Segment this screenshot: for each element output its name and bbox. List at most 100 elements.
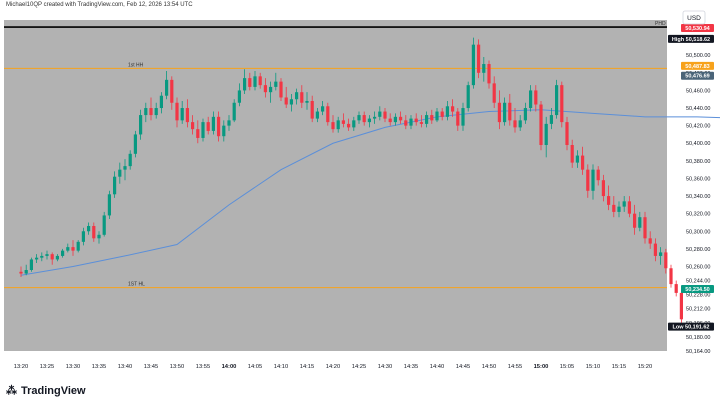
price-tick-label: 50,440.00 — [686, 106, 710, 112]
candle-body — [471, 44, 475, 86]
candle-body — [321, 106, 325, 112]
time-tick-label: 15:05 — [560, 364, 575, 370]
candle-body — [596, 169, 600, 181]
candle — [451, 99, 455, 117]
moving-average — [20, 109, 720, 276]
candle — [206, 116, 210, 135]
candle — [253, 71, 257, 91]
candle — [477, 39, 481, 79]
candle — [461, 102, 465, 131]
candle-body — [180, 108, 184, 121]
candle-body — [263, 85, 267, 93]
candle — [35, 254, 39, 263]
candle-body — [92, 225, 96, 239]
price-tick-label: 50,360.00 — [686, 176, 710, 182]
candle — [399, 111, 403, 124]
candle-body — [549, 115, 553, 124]
candle — [113, 171, 117, 198]
candle-body — [451, 106, 455, 112]
candle — [627, 196, 631, 218]
candle-body — [347, 123, 351, 128]
horizontal-levels[interactable]: PHD 1st HH 1ST HL — [4, 21, 720, 289]
candle-body — [539, 104, 543, 146]
time-tick-label: 14:50 — [482, 364, 497, 370]
candle-body — [133, 134, 137, 154]
candle-body — [492, 83, 496, 103]
candle — [653, 238, 657, 262]
currency-button[interactable]: USD — [682, 10, 706, 25]
candle — [555, 79, 559, 119]
level-label: 1st HH — [128, 62, 144, 68]
candle-body — [331, 122, 335, 130]
time-axis[interactable]: 13:20 13:25 13:30 13:35 13:40 13:45 13:50 13:55… — [14, 364, 653, 370]
candle-body — [482, 64, 486, 73]
candle — [513, 108, 517, 133]
price-badge-label: 50,530.94 — [685, 26, 710, 32]
candle — [565, 116, 569, 151]
price-tick-label: 50,280.00 — [686, 247, 710, 253]
candle — [263, 78, 267, 98]
candle-body — [362, 115, 366, 123]
candle — [232, 99, 236, 123]
candle-body — [487, 64, 491, 84]
candle — [274, 72, 278, 91]
candle-body — [227, 120, 231, 126]
candle-body — [653, 243, 657, 256]
candle — [347, 118, 351, 131]
candle — [581, 146, 585, 175]
candle — [591, 164, 595, 200]
candle-body — [128, 153, 132, 167]
candle — [518, 115, 522, 131]
candle-body — [45, 254, 49, 256]
candle — [128, 150, 132, 170]
candle — [664, 248, 668, 274]
candle-body — [659, 252, 663, 256]
candle-body — [565, 122, 569, 146]
candle — [196, 120, 200, 144]
time-tick-label: 14:30 — [378, 364, 393, 370]
candle-body — [269, 86, 273, 93]
candle-body — [258, 76, 262, 86]
candle — [549, 108, 553, 130]
time-tick-label: 14:20 — [326, 364, 341, 370]
time-tick-label: 15:20 — [638, 364, 653, 370]
candle — [237, 83, 241, 107]
candle-body — [440, 111, 444, 117]
candle-body — [617, 206, 621, 212]
candle-body — [581, 155, 585, 170]
candle-body — [139, 115, 143, 135]
candle-body — [154, 108, 158, 116]
candle-body — [66, 247, 70, 251]
candle — [154, 102, 158, 119]
candle-body — [326, 106, 330, 123]
candle — [367, 115, 371, 128]
candle — [617, 201, 621, 218]
candle — [409, 115, 413, 130]
candle-body — [165, 79, 169, 96]
candle — [144, 102, 148, 123]
time-tick-label: 15:10 — [586, 364, 601, 370]
candle — [445, 100, 449, 121]
candle-body — [643, 217, 647, 239]
candle-body — [232, 102, 236, 121]
candle — [133, 130, 137, 158]
candle — [92, 222, 96, 242]
candle-body — [71, 247, 75, 251]
brand-name: TradingView — [21, 385, 86, 397]
candle — [643, 211, 647, 244]
candle-body — [435, 111, 439, 121]
candle-body — [196, 129, 200, 138]
candle-body — [295, 92, 299, 100]
candle — [544, 116, 548, 158]
price-tick-label: 50,244.00 — [686, 279, 710, 285]
candle-body — [201, 122, 205, 138]
candle-body — [404, 120, 408, 126]
candle-body — [237, 90, 241, 103]
candle — [674, 280, 678, 297]
candle — [326, 102, 330, 126]
price-badge — [681, 71, 714, 80]
tradingview-logo[interactable]: ⁂ TradingView — [6, 384, 86, 397]
candle — [414, 113, 418, 126]
candle-body — [185, 108, 189, 123]
